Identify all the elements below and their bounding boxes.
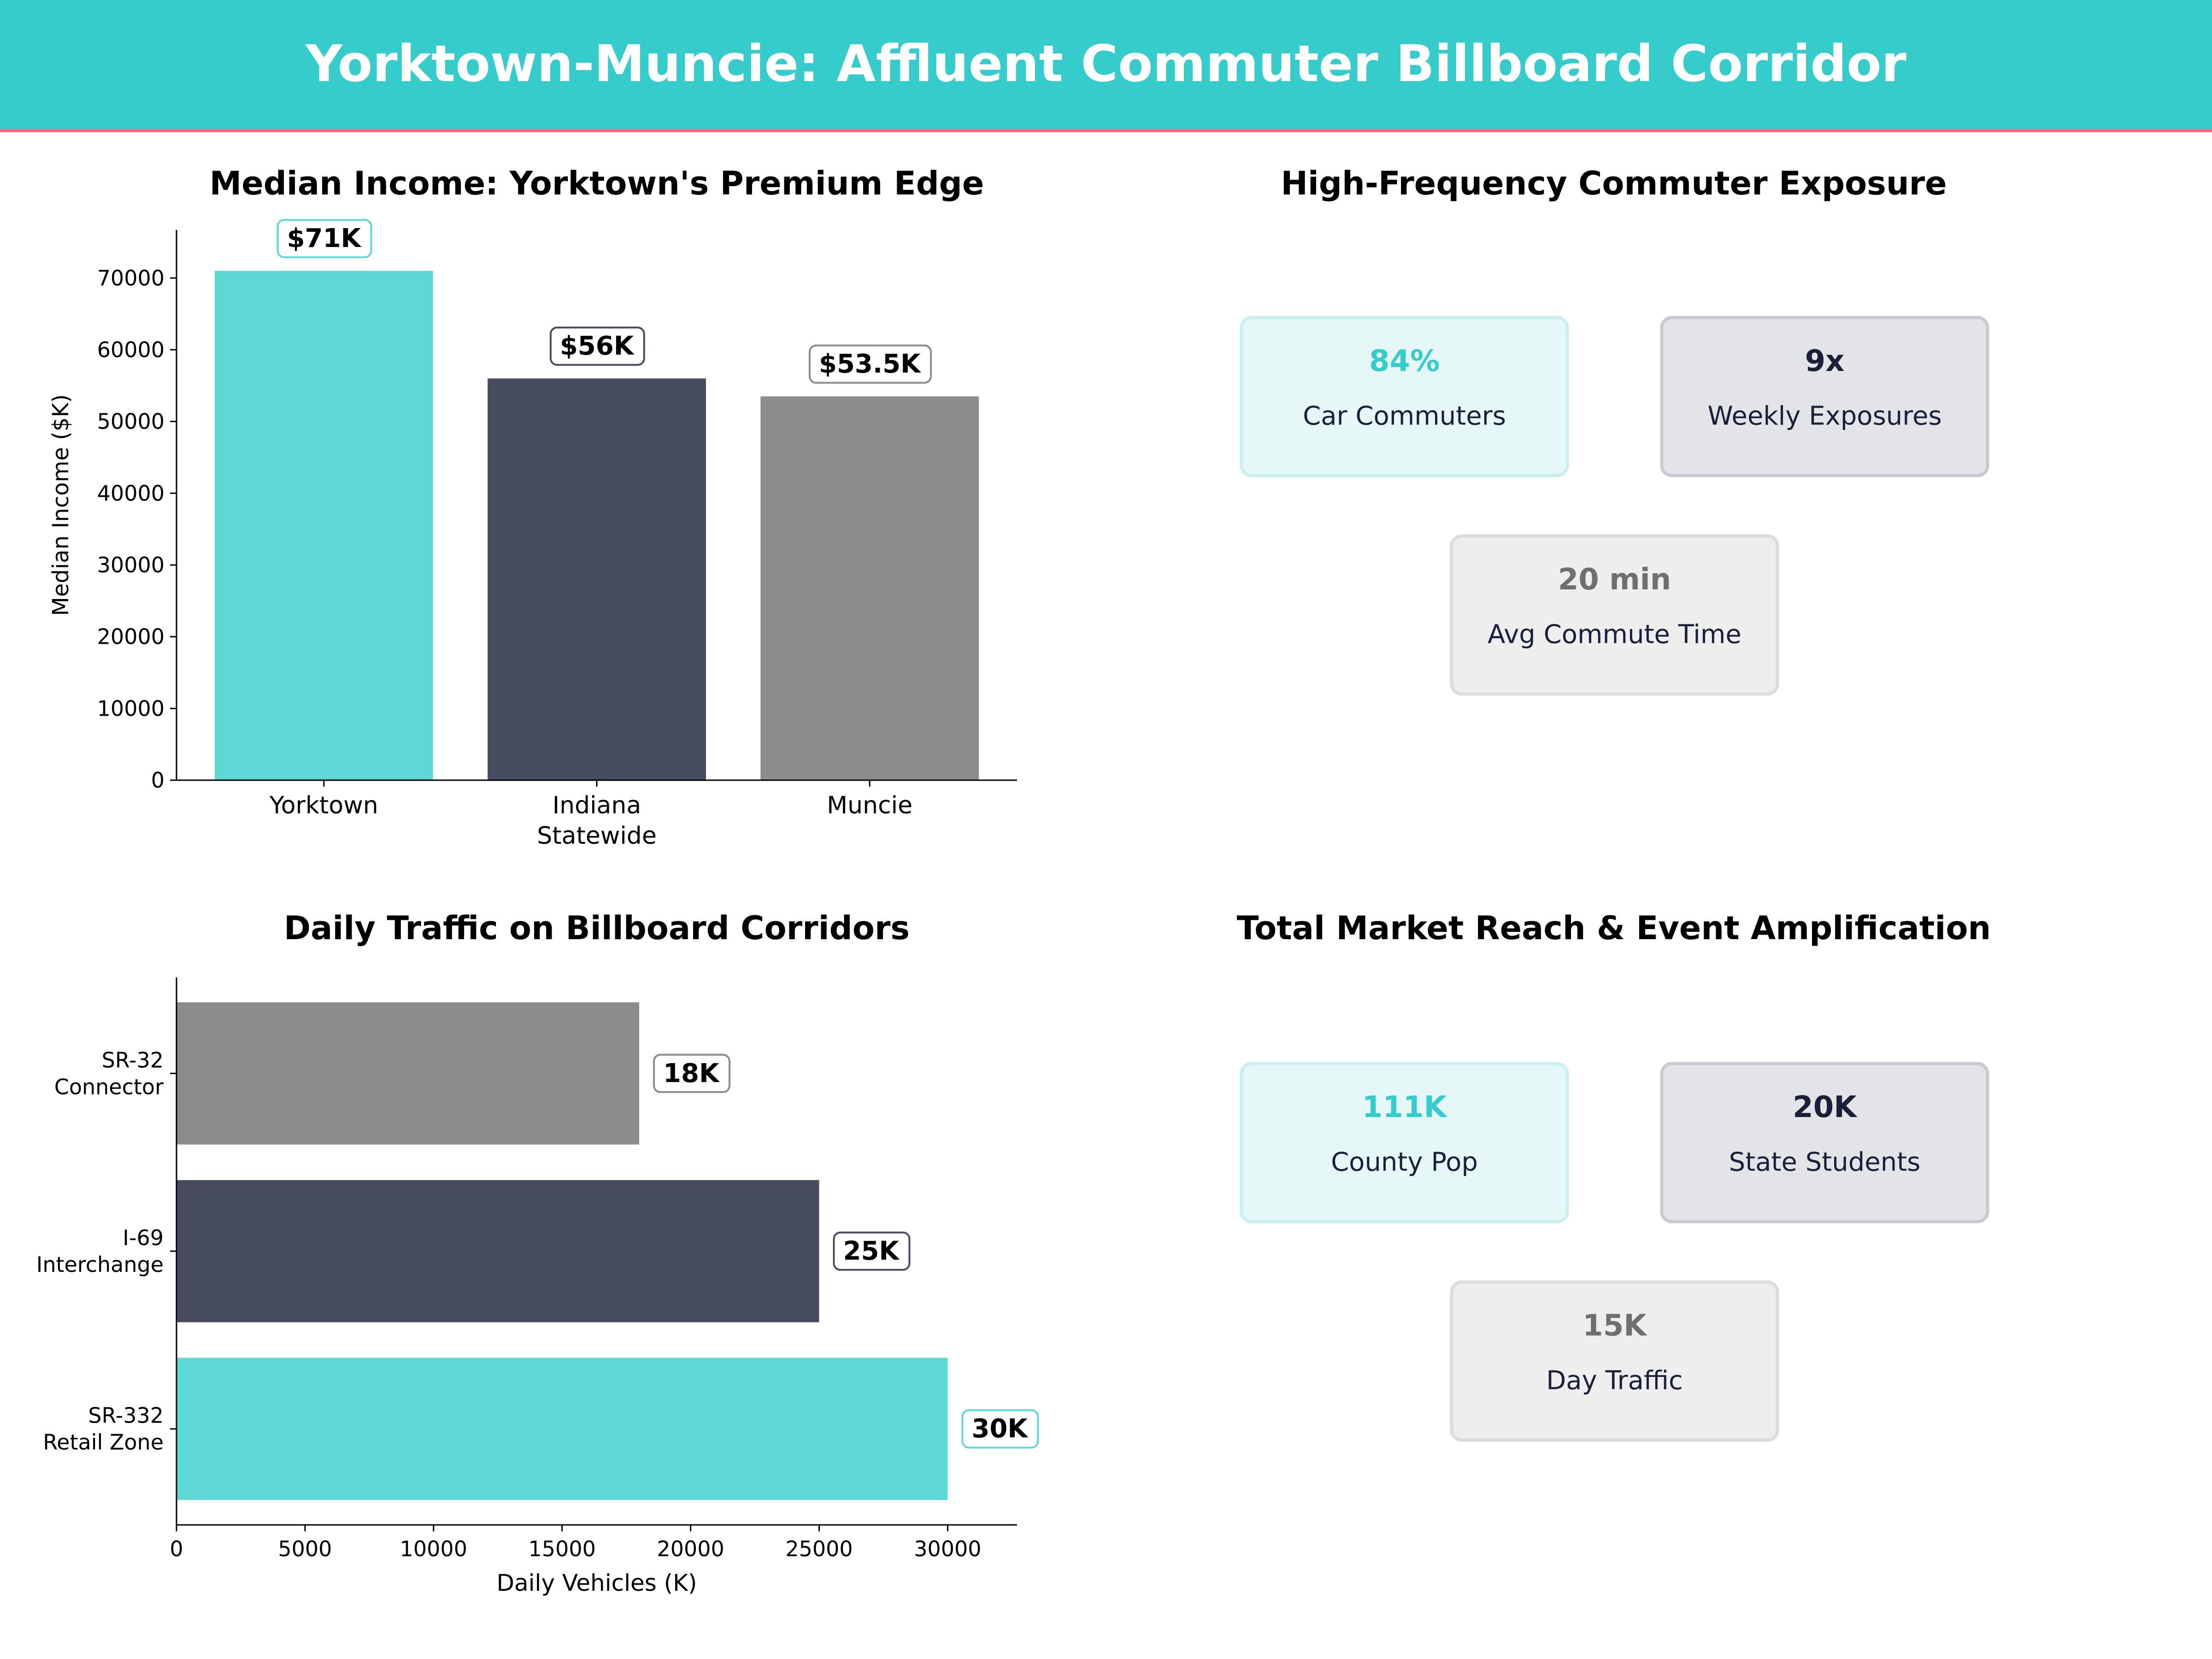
y-axis-label: Median Income ($K) (48, 394, 74, 616)
data-label-box (276, 219, 372, 259)
data-label-box (833, 1231, 911, 1271)
y-tick-label: 30000 (97, 553, 165, 577)
data-label: $71K (287, 224, 362, 253)
bar-muncie (760, 396, 979, 780)
kpi-value: 111K (1362, 1090, 1448, 1124)
bar-i-69-interchange (176, 1180, 819, 1323)
traffic-chart-title: Daily Traffic on Billboard Corridors (284, 909, 910, 947)
bar-sr-32-connector (176, 1002, 640, 1145)
reach-cards: 111K County Pop 20K State Students 15K Day Tr… (1240, 1062, 1989, 1442)
kpi-label: Day Traffic (1546, 1366, 1683, 1396)
kpi-value: 15K (1583, 1309, 1647, 1343)
x-tick-label: 15000 (529, 1536, 596, 1561)
data-label: $53.5K (819, 349, 922, 379)
header-bar (0, 0, 2212, 130)
y-tick-label: 0 (151, 768, 165, 793)
x-tick-label: Yorktown (269, 792, 378, 819)
y-tick-label: SR-332 (88, 1403, 164, 1428)
x-axis-label: Daily Vehicles (K) (497, 1570, 697, 1596)
y-tick-label: 60000 (97, 337, 165, 362)
bar-sr-332-retail zone (176, 1358, 948, 1500)
data-label: $56K (560, 331, 635, 361)
data-label-box (653, 1053, 730, 1093)
y-tick-label: Interchange (36, 1252, 164, 1277)
y-tick-label: 70000 (97, 265, 165, 290)
kpi-card-county-pop: 111K County Pop (1240, 1062, 1569, 1224)
kpi-card-bg (1450, 534, 1779, 696)
kpi-card-bg (1660, 316, 1989, 477)
kpi-card-state-students: 20K State Students (1660, 1062, 1989, 1224)
x-tick-label: 25000 (785, 1536, 853, 1561)
kpi-card-bg (1660, 1062, 1989, 1224)
kpi-label: State Students (1729, 1147, 1921, 1177)
y-tick-label: Connector (54, 1074, 164, 1099)
kpi-value: 84% (1369, 344, 1440, 378)
y-tick-label: I-69 (123, 1225, 164, 1250)
exposure-cards: 84% Car Commuters 9x Weekly Exposures 20 min… (1240, 316, 1989, 696)
kpi-card-weekly-exposures: 9x Weekly Exposures (1660, 316, 1989, 477)
kpi-card-bg (1450, 1280, 1779, 1442)
data-label-box (808, 344, 932, 384)
y-tick-label: 20000 (97, 624, 165, 649)
x-tick-label: Statewide (537, 822, 657, 850)
kpi-label: Weekly Exposures (1707, 401, 1941, 431)
y-tick-label: 50000 (97, 409, 165, 434)
bar-indiana-statewide (488, 378, 706, 780)
kpi-value: 20 min (1558, 563, 1671, 597)
x-tick-label: 5000 (278, 1536, 332, 1561)
data-label: 18K (663, 1059, 720, 1088)
income-chart-title: Median Income: Yorktown's Premium Edge (210, 165, 984, 202)
data-label-box (961, 1409, 1039, 1449)
reach-panel-title: Total Market Reach & Event Amplification (1237, 909, 1991, 947)
page-title: Yorktown-Muncie: Affluent Commuter Billb… (305, 34, 1906, 93)
x-tick-label: 10000 (400, 1536, 467, 1561)
bar-yorktown (214, 271, 433, 781)
kpi-card-bg (1240, 1062, 1569, 1224)
kpi-value: 20K (1793, 1090, 1858, 1124)
kpi-card-car-commuters: 84% Car Commuters (1240, 316, 1569, 477)
y-tick-label: 10000 (97, 696, 165, 721)
y-tick-label: SR-32 (102, 1047, 164, 1072)
x-tick-label: 30000 (914, 1536, 981, 1561)
y-tick-label: Retail Zone (43, 1430, 164, 1455)
kpi-card-bg (1240, 316, 1569, 477)
x-tick-label: Indiana (553, 792, 641, 819)
kpi-card-avg-commute-time: 20 min Avg Commute Time (1450, 534, 1779, 696)
data-label-box (549, 326, 645, 366)
kpi-label: Car Commuters (1303, 401, 1506, 431)
kpi-label: County Pop (1331, 1147, 1478, 1177)
x-tick-label: 0 (170, 1536, 183, 1561)
kpi-label: Avg Commute Time (1488, 620, 1741, 650)
data-label: 30K (971, 1414, 1029, 1444)
kpi-value: 9x (1805, 344, 1845, 378)
y-tick-label: 40000 (97, 481, 165, 506)
income-bar-chart: $71K Yorktown $56K Indiana Statewide $53.5K Mu… (48, 219, 1017, 850)
data-label: 25K (843, 1236, 900, 1266)
x-tick-label: Muncie (827, 792, 912, 819)
kpi-card-day-traffic: 15K Day Traffic (1450, 1280, 1779, 1442)
header-accent-line (0, 129, 2212, 132)
x-tick-label: 20000 (657, 1536, 724, 1561)
exposure-panel-title: High-Frequency Commuter Exposure (1281, 165, 1947, 202)
